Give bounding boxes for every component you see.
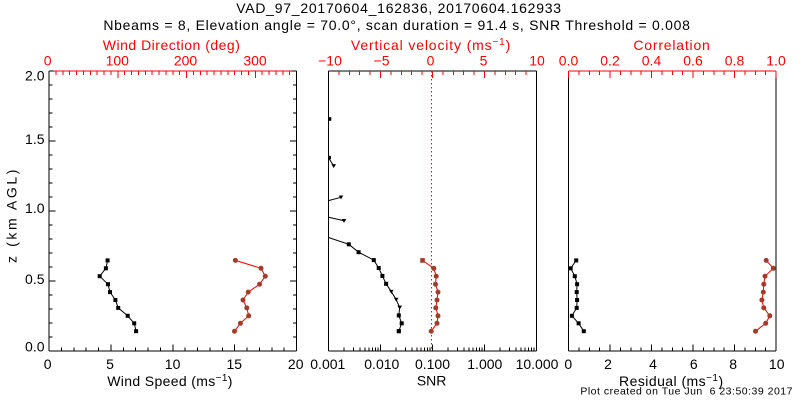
svg-text:Plot created on Tue Jun 6 23:: Plot created on Tue Jun 6 23:50:39 2017 bbox=[580, 386, 793, 398]
svg-text:200: 200 bbox=[174, 53, 198, 69]
svg-text:0.5: 0.5 bbox=[25, 271, 45, 287]
svg-text:0.4: 0.4 bbox=[642, 53, 662, 69]
svg-text:300: 300 bbox=[243, 53, 267, 69]
svg-text:10: 10 bbox=[165, 356, 181, 372]
svg-text:5: 5 bbox=[106, 356, 114, 372]
svg-text:0: 0 bbox=[44, 53, 52, 69]
svg-text:z (km AGL): z (km AGL) bbox=[3, 167, 19, 263]
svg-text:10: 10 bbox=[529, 53, 545, 69]
svg-text:−10: −10 bbox=[318, 53, 342, 69]
svg-text:Nbeams = 8, Elevation angle =: Nbeams = 8, Elevation angle = 70.0°, sca… bbox=[103, 17, 690, 33]
svg-text:0: 0 bbox=[44, 356, 52, 372]
svg-text:100: 100 bbox=[106, 53, 130, 69]
svg-text:Vertical velocity (ms−1): Vertical velocity (ms−1) bbox=[351, 37, 511, 53]
svg-text:0.2: 0.2 bbox=[600, 53, 620, 69]
svg-text:20: 20 bbox=[288, 356, 304, 372]
svg-text:8: 8 bbox=[729, 356, 737, 372]
svg-text:0.0: 0.0 bbox=[25, 339, 45, 355]
svg-text:4: 4 bbox=[649, 356, 657, 372]
svg-text:10: 10 bbox=[769, 356, 785, 372]
svg-text:0.0: 0.0 bbox=[559, 53, 579, 69]
svg-text:5: 5 bbox=[480, 53, 488, 69]
svg-text:Residual (ms−1): Residual (ms−1) bbox=[619, 373, 724, 389]
svg-text:VAD_97_20170604_162836, 201706: VAD_97_20170604_162836, 20170604.162933 bbox=[236, 0, 562, 16]
svg-text:0.8: 0.8 bbox=[725, 53, 745, 69]
svg-text:1.000: 1.000 bbox=[467, 356, 502, 372]
svg-text:1.0: 1.0 bbox=[25, 200, 45, 216]
svg-text:10.000: 10.000 bbox=[516, 356, 559, 372]
svg-text:1.5: 1.5 bbox=[25, 131, 45, 147]
svg-text:15: 15 bbox=[227, 356, 243, 372]
svg-text:6: 6 bbox=[690, 356, 698, 372]
svg-text:0.6: 0.6 bbox=[683, 53, 703, 69]
svg-text:SNR: SNR bbox=[417, 373, 447, 389]
svg-text:0: 0 bbox=[564, 356, 572, 372]
svg-text:0.001: 0.001 bbox=[310, 356, 345, 372]
svg-text:0.100: 0.100 bbox=[415, 356, 450, 372]
svg-text:0: 0 bbox=[427, 53, 435, 69]
svg-text:Wind Direction (deg): Wind Direction (deg) bbox=[103, 37, 241, 53]
svg-text:2: 2 bbox=[604, 356, 612, 372]
svg-text:−5: −5 bbox=[374, 53, 390, 69]
svg-text:0.010: 0.010 bbox=[364, 356, 399, 372]
svg-text:Correlation: Correlation bbox=[633, 37, 710, 53]
svg-text:Wind Speed (ms−1): Wind Speed (ms−1) bbox=[107, 373, 233, 389]
svg-text:2.0: 2.0 bbox=[25, 68, 45, 84]
svg-text:1.0: 1.0 bbox=[766, 53, 786, 69]
